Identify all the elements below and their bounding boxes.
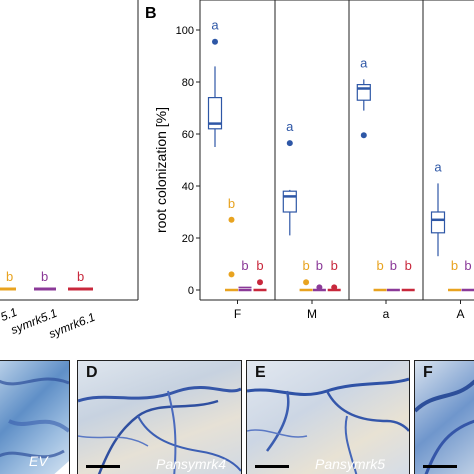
micrograph-f: F	[414, 360, 474, 474]
y-tick-label: 80	[182, 77, 194, 89]
outlier-point	[228, 216, 235, 223]
box	[207, 96, 223, 130]
hyphae-pattern	[78, 386, 241, 474]
facet-F: abb b	[207, 18, 267, 292]
caption-d: Pansymrk4	[156, 456, 227, 472]
box-F-4: b	[253, 258, 267, 292]
significance-letter: b	[256, 258, 263, 273]
outlier-point	[286, 140, 293, 147]
y-tick-label: 0	[188, 285, 194, 297]
outlier-point	[303, 279, 310, 286]
significance-letter: a	[360, 55, 368, 70]
micrograph-d: D Pansymrk4	[77, 360, 242, 474]
box-A-2: b	[448, 258, 461, 292]
facet-A: a b b	[422, 0, 474, 300]
significance-letter: b	[390, 258, 397, 273]
box-a-1: a	[356, 55, 371, 139]
box	[356, 83, 371, 101]
caption-ev: EV	[29, 453, 48, 469]
box-a-2: b	[373, 258, 387, 292]
a-letter-3: b	[77, 269, 84, 284]
x-tick-label: A	[456, 307, 464, 321]
hyphae-pattern	[0, 377, 69, 474]
outlier-point	[257, 279, 263, 286]
box-A-3: b	[461, 258, 474, 292]
a-letter-2: b	[41, 269, 48, 284]
y-tick-label: 100	[176, 25, 194, 37]
box	[282, 190, 297, 213]
significance-letter: a	[434, 159, 442, 174]
box-a-4: b	[401, 258, 415, 292]
significance-letter: a	[211, 18, 219, 33]
outlier-point	[316, 284, 323, 291]
x-tick-label: a	[383, 307, 390, 321]
y-tick-label: 60	[182, 129, 194, 141]
caption-e: Pansymrk5	[315, 456, 386, 472]
hyphae-pattern	[415, 379, 474, 474]
a-letter-1: b	[6, 269, 13, 284]
significance-letter: b	[302, 258, 309, 273]
y-axis: 0 20 40 60 80 100	[176, 0, 201, 300]
x-tick-label: M	[307, 307, 317, 321]
significance-letter: b	[464, 258, 471, 273]
outlier-point	[212, 38, 218, 45]
micrograph-ev: EV	[0, 360, 70, 474]
significance-letter: b	[241, 258, 248, 273]
scale-bar	[423, 465, 457, 468]
box-M-1: a	[282, 119, 297, 236]
box-M-4: b	[327, 258, 341, 292]
outlier-point	[228, 271, 235, 278]
panel-f-label: F	[423, 364, 433, 381]
box-a-3: b	[386, 258, 400, 292]
micrograph-e: E Pansymrk5	[246, 360, 410, 474]
facet-a: ab b b	[348, 0, 415, 300]
significance-letter: b	[331, 258, 338, 273]
scale-bar	[255, 465, 289, 468]
outlier-point	[331, 284, 338, 291]
significance-letter: b	[405, 258, 412, 273]
panel-a: b b b 5.1 symrk5.1 symrk6.1	[0, 0, 139, 341]
significance-letter: a	[286, 119, 294, 134]
facet-M: ab b b	[274, 0, 341, 300]
significance-letter: b	[451, 258, 458, 273]
box-F-3: b	[238, 258, 252, 292]
panel-d-label: D	[86, 364, 98, 381]
significance-letter: b	[316, 258, 323, 273]
box-M-3: b	[312, 258, 326, 292]
y-axis-title: root colonization [%]	[153, 107, 169, 233]
box	[430, 211, 446, 234]
significance-letter: b	[376, 258, 383, 273]
a-xlabel-1: 5.1	[0, 305, 19, 324]
y-tick-label: 20	[182, 233, 194, 245]
scale-bar	[86, 465, 120, 468]
panel-b-label: B	[145, 5, 157, 22]
significance-letter: b	[228, 196, 235, 211]
box-F-1: a	[207, 18, 223, 147]
box-A-1: a	[430, 159, 446, 257]
x-tick-label: F	[234, 307, 241, 321]
box-F-2: b	[225, 196, 238, 292]
y-tick-label: 40	[182, 181, 194, 193]
outlier-point	[360, 132, 367, 139]
box-M-2: b	[299, 258, 313, 292]
panel-e-label: E	[255, 364, 266, 381]
hyphae-pattern	[247, 377, 409, 474]
facets: abb bab b bab b bab b	[200, 0, 474, 301]
